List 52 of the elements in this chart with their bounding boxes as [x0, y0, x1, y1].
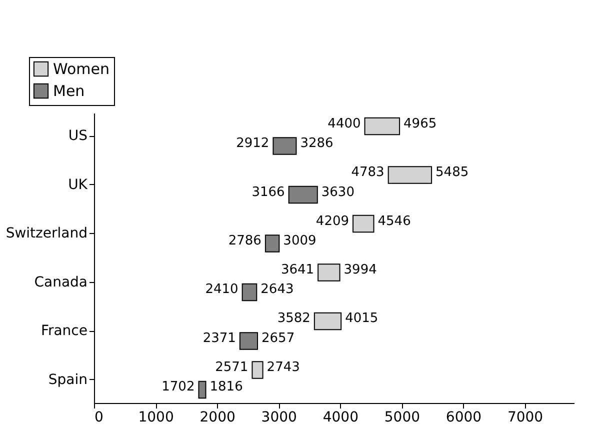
bar — [264, 234, 280, 252]
x-tick-label: 2000 — [200, 410, 236, 426]
annotation: 3994 — [344, 262, 377, 278]
x-tick-label: 7000 — [507, 410, 544, 426]
bar — [364, 117, 400, 136]
legend-label: Men — [53, 82, 85, 100]
annotation: 3286 — [300, 136, 334, 152]
bar — [288, 186, 318, 204]
annotation: 4965 — [404, 116, 437, 132]
bar — [242, 283, 258, 302]
y-tick-label: France — [40, 323, 88, 340]
bar — [352, 214, 374, 233]
annotation: 4546 — [378, 214, 411, 229]
x-tick-label: 0 — [94, 410, 104, 426]
annotation: 2657 — [262, 330, 295, 346]
annotation: 3630 — [321, 184, 354, 200]
y-tick-label: Spain — [48, 372, 88, 388]
annotation: 3166 — [252, 184, 285, 200]
annotation: 2371 — [202, 330, 236, 346]
bar — [318, 264, 340, 282]
annotation: 2912 — [236, 136, 270, 152]
annotation: 2410 — [205, 282, 238, 298]
x-tick-label: 5000 — [384, 410, 420, 426]
annotation: 5485 — [436, 165, 469, 180]
annotation: 1702 — [162, 380, 195, 395]
annotation: 4015 — [345, 311, 378, 326]
x-tick-label: 1000 — [138, 410, 174, 426]
bar — [239, 332, 258, 350]
annotation: 4783 — [351, 165, 384, 180]
annotation: 3582 — [277, 311, 310, 326]
y-tick-label: US — [68, 128, 88, 144]
y-tick-label: Canada — [34, 274, 88, 290]
x-tick-label: 3000 — [261, 410, 297, 426]
legend-label: Women — [53, 60, 110, 78]
annotation: 1816 — [210, 380, 243, 395]
annotation: 4209 — [316, 214, 350, 229]
annotation: 3641 — [280, 262, 314, 278]
bar — [272, 137, 297, 155]
annotation: 3009 — [283, 234, 316, 249]
x-tick-label: 4000 — [322, 410, 358, 426]
x-tick-label: 6000 — [446, 410, 482, 426]
bar — [198, 380, 206, 399]
annotation: 4400 — [328, 116, 361, 132]
annotation: 2786 — [228, 234, 262, 249]
bar — [314, 312, 342, 330]
y-tick-label: Switzerland — [6, 226, 88, 242]
annotation: 2571 — [215, 360, 248, 375]
bar — [252, 361, 264, 379]
bar — [388, 166, 432, 184]
annotation: 2743 — [266, 360, 300, 375]
annotation: 2643 — [260, 282, 294, 298]
y-tick-label: UK — [68, 176, 88, 193]
